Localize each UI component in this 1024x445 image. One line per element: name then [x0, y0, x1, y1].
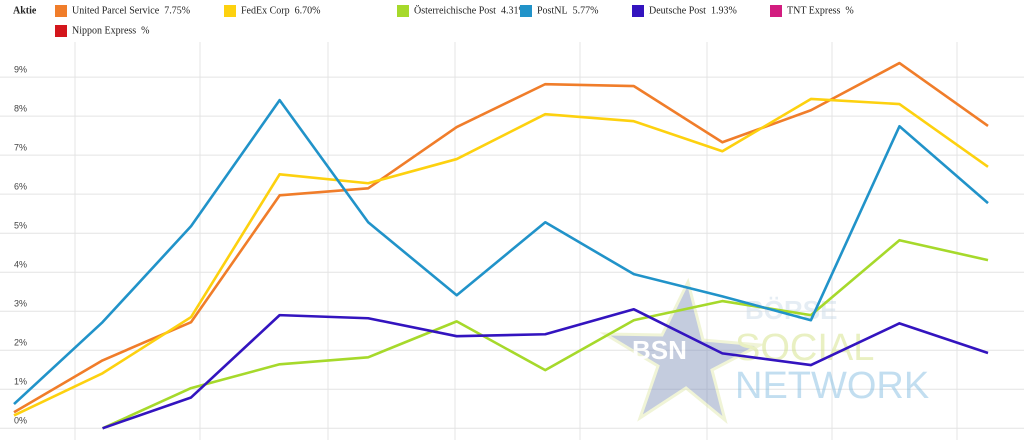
legend-swatch[interactable]: [55, 25, 67, 37]
legend-swatch[interactable]: [55, 5, 67, 17]
y-tick-label: 9%: [14, 64, 27, 74]
watermark-star: [599, 277, 766, 425]
series-line: [13, 97, 989, 417]
legend-value[interactable]: 5.77%: [573, 5, 599, 16]
lines: [13, 61, 989, 430]
legend-label[interactable]: TNT Express: [787, 5, 841, 16]
watermark: BSN BÖRSE SOCIAL NETWORK: [599, 277, 929, 425]
legend: United Parcel Service 7.75% FedEx Corp 6.70…: [55, 4, 854, 37]
series-line: [13, 61, 989, 414]
legend-swatch[interactable]: [770, 5, 782, 17]
grid: 0% 1% 2% 3% 4% 5% 6% 7% 8% 9%: [0, 64, 1024, 429]
y-tick-label: 6%: [14, 182, 27, 192]
legend-label[interactable]: FedEx Corp: [241, 5, 290, 16]
legend-value[interactable]: 7.75%: [164, 5, 190, 16]
legend-swatch[interactable]: [520, 5, 532, 17]
legend-label[interactable]: PostNL: [537, 5, 568, 16]
series-line: [102, 238, 989, 430]
legend-label[interactable]: United Parcel Service: [72, 5, 160, 16]
legend-swatch[interactable]: [224, 5, 236, 17]
legend-value[interactable]: 1.93%: [711, 5, 737, 16]
watermark-text: SOCIAL: [735, 327, 874, 369]
y-tick-label: 7%: [14, 143, 27, 153]
series-line: [13, 98, 989, 406]
y-tick-label: 5%: [14, 221, 27, 231]
y-tick-label: 0%: [14, 416, 27, 426]
legend-value[interactable]: 4.31%: [501, 5, 527, 16]
legend-title: Aktie: [13, 5, 37, 16]
legend-value[interactable]: 6.70%: [295, 5, 321, 16]
legend-swatch[interactable]: [397, 5, 409, 17]
y-tick-label: 1%: [14, 377, 27, 387]
y-tick-label: 8%: [14, 104, 27, 114]
vertical-grid: [74, 42, 958, 440]
legend-value[interactable]: %: [845, 5, 853, 16]
y-tick-label: 3%: [14, 299, 27, 309]
legend-label[interactable]: Österreichische Post: [414, 4, 496, 16]
y-tick-label: 4%: [14, 260, 27, 270]
watermark-text: NETWORK: [735, 365, 929, 407]
y-tick-label: 2%: [14, 338, 27, 348]
legend-value[interactable]: %: [141, 25, 149, 36]
watermark-text: BÖRSE: [745, 295, 837, 325]
watermark-text: BSN: [632, 335, 687, 365]
legend-label[interactable]: Deutsche Post: [649, 5, 706, 16]
legend-swatch[interactable]: [632, 5, 644, 17]
legend-label[interactable]: Nippon Express: [72, 25, 136, 36]
series-line: [102, 307, 989, 430]
